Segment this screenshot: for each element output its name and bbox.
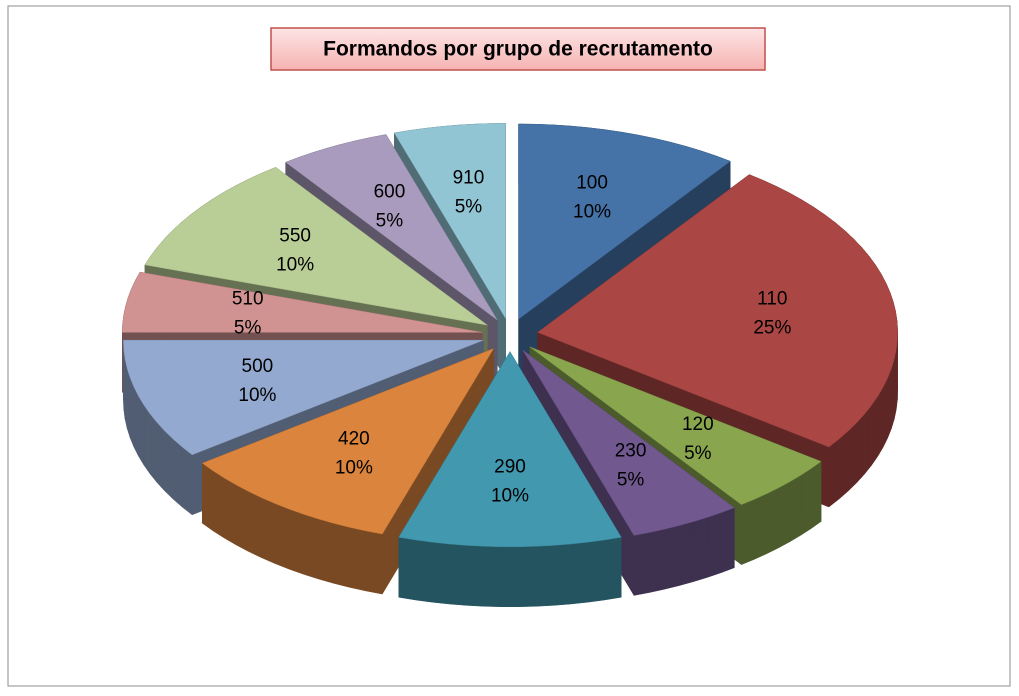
slice-side <box>707 513 721 578</box>
slice-category-label: 500 <box>242 356 274 377</box>
slice-side <box>649 529 664 592</box>
slice-side <box>811 461 821 528</box>
slice-side <box>571 542 588 604</box>
slice-category-label: 910 <box>453 167 485 188</box>
slice-value-label: 10% <box>491 486 529 507</box>
slice-side <box>350 527 366 591</box>
slice-side <box>319 519 334 583</box>
slice-value-label: 5% <box>617 470 645 491</box>
slice-side <box>693 517 707 581</box>
slice-side <box>790 475 801 541</box>
slice-side <box>894 350 896 420</box>
slice-side <box>157 422 165 490</box>
slice-category-label: 230 <box>615 441 647 462</box>
slice-side <box>519 546 536 606</box>
slice-category-label: 290 <box>494 457 526 478</box>
slice-side <box>366 531 382 594</box>
slice-side <box>261 498 275 564</box>
slice-value-label: 10% <box>573 202 611 223</box>
slice-side <box>848 423 857 491</box>
slice-category-label: 600 <box>374 181 406 202</box>
slice-side <box>165 431 173 499</box>
slice-side <box>767 488 779 554</box>
slice-side <box>754 494 766 560</box>
slice-side <box>679 522 693 586</box>
slice-value-label: 10% <box>238 385 276 406</box>
slice-side <box>801 468 811 535</box>
slice-value-label: 5% <box>376 210 404 231</box>
slice-side <box>721 508 734 573</box>
slice-side <box>432 542 449 604</box>
slice-value-label: 10% <box>276 254 314 275</box>
slice-side <box>467 545 484 606</box>
slice-side <box>484 546 501 606</box>
slice-category-label: 110 <box>757 288 787 309</box>
chart-title: Formandos por grupo de recrutamento <box>323 38 713 61</box>
slice-category-label: 420 <box>338 429 370 450</box>
slice-side <box>138 396 143 465</box>
slice-side <box>829 439 839 507</box>
slice-side <box>173 439 182 507</box>
slice-side <box>501 547 518 607</box>
slice-category-label: 550 <box>279 225 311 246</box>
slice-side <box>449 544 466 605</box>
slice-value-label: 5% <box>234 317 262 338</box>
slice-side <box>588 540 605 602</box>
slice-side <box>741 499 754 564</box>
slice-category-label: 510 <box>232 288 264 309</box>
slice-side <box>779 482 790 548</box>
slice-side <box>888 369 892 438</box>
slice-side <box>883 378 888 447</box>
slice-side <box>857 414 865 483</box>
slice-side <box>605 537 622 600</box>
slice-value-label: 5% <box>684 443 712 464</box>
slice-side <box>664 526 679 590</box>
slice-side <box>553 544 570 605</box>
slice-side <box>536 545 553 606</box>
slice-side <box>334 523 350 587</box>
slice-side <box>634 533 649 596</box>
slice-side <box>144 405 150 474</box>
slice-side <box>891 359 894 428</box>
slice-side <box>275 504 289 570</box>
slice-side <box>182 447 192 515</box>
slice-category-label: 100 <box>576 173 608 194</box>
slice-side <box>150 414 157 483</box>
slice-category-label: 120 <box>682 414 714 435</box>
slice-side <box>839 431 848 499</box>
slice-side <box>865 405 872 474</box>
slice-value-label: 5% <box>455 196 483 217</box>
slice-side <box>304 514 319 579</box>
slice-value-label: 10% <box>335 458 373 479</box>
slice-value-label: 25% <box>753 317 791 338</box>
slice-side <box>872 396 878 465</box>
slice-side <box>289 509 304 574</box>
slice-side <box>878 387 883 456</box>
